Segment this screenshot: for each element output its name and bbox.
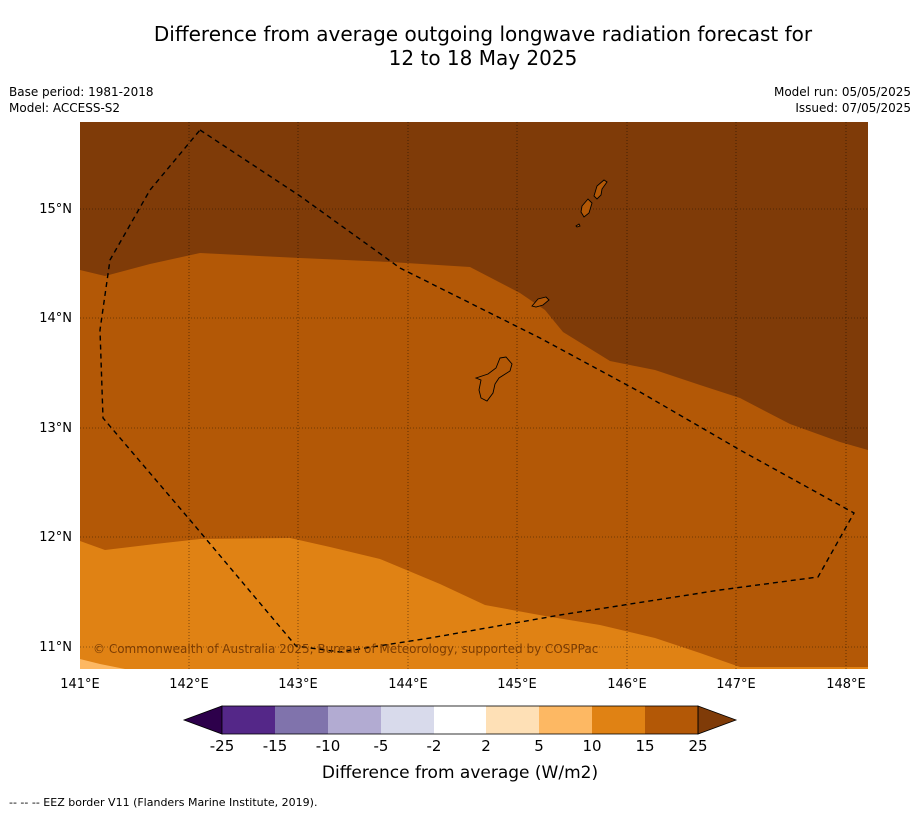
island-tinian (580, 198, 593, 218)
colorbar-title: Difference from average (W/m2) (322, 763, 598, 783)
colorbar-swatch-4 (381, 706, 434, 734)
gridlines (80, 122, 868, 669)
colorbar-swatch-1 (222, 706, 275, 734)
issued-date: Issued: 07/05/2025 (795, 101, 911, 115)
island-saipan (593, 179, 608, 200)
colorbar-swatch-5 (434, 706, 486, 734)
lon-tick-148e: 148°E (826, 677, 866, 692)
lat-tick-13n: 13°N (39, 421, 72, 436)
colorbar-low-extend (182, 705, 223, 735)
colorbar-outline (221, 705, 699, 735)
colorbar-label-10: 25 (688, 737, 707, 755)
lon-tick-144e: 144°E (388, 677, 428, 692)
colorbar-label-1: -25 (210, 737, 235, 755)
eez-border (99, 129, 855, 653)
band-5-10 (80, 659, 125, 669)
colorbar-label-7: 5 (534, 737, 544, 755)
colorbar-label-4: -5 (374, 737, 389, 755)
colorbar-swatch-9 (645, 706, 698, 734)
lat-tick-15n: 15°N (39, 202, 72, 217)
colorbar-swatch-7 (539, 706, 592, 734)
colorbar-label-2: -15 (263, 737, 288, 755)
base-period: Base period: 1981-2018 (9, 85, 154, 99)
model-name: Model: ACCESS-S2 (9, 101, 121, 115)
lon-tick-141e: 141°E (60, 677, 100, 692)
colorbar-swatch-8 (592, 706, 645, 734)
colorbar: -25 -15 -10 -5 -2 2 5 10 15 25 Differenc… (182, 705, 738, 783)
map-area: © Commonwealth of Australia 2025, Bureau… (80, 122, 868, 669)
island-aguijan (575, 223, 581, 228)
lon-tick-142e: 142°E (169, 677, 209, 692)
lon-tick-labels: 141°E 142°E 143°E 144°E 145°E 146°E 147°… (60, 677, 866, 692)
lat-tick-labels: 15°N 14°N 13°N 12°N 11°N (39, 202, 72, 655)
islands (474, 179, 608, 402)
island-rota (531, 296, 550, 308)
lon-tick-146e: 146°E (607, 677, 647, 692)
copyright-credit: © Commonwealth of Australia 2025, Bureau… (93, 642, 598, 656)
lat-tick-12n: 12°N (39, 530, 72, 545)
lon-tick-143e: 143°E (278, 677, 318, 692)
model-run: Model run: 05/05/2025 (773, 85, 911, 99)
lat-tick-14n: 14°N (39, 311, 72, 326)
band-10-15 (80, 538, 868, 669)
lat-tick-11n: 11°N (39, 640, 72, 655)
lon-tick-145e: 145°E (497, 677, 537, 692)
colorbar-label-5: -2 (427, 737, 442, 755)
eez-legend-note: -- -- -- EEZ border V11 (Flanders Marine… (9, 796, 318, 809)
colorbar-swatch-2 (275, 706, 328, 734)
lon-tick-147e: 147°E (716, 677, 756, 692)
island-guam (474, 356, 513, 402)
colorbar-swatch-6 (486, 706, 539, 734)
meta-left: Base period: 1981-2018 Model: ACCESS-S2 (9, 84, 154, 116)
title-line-2: 12 to 18 May 2025 (388, 46, 578, 70)
title-line-1: Difference from average outgoing longwav… (153, 22, 813, 46)
colorbar-label-3: -10 (316, 737, 341, 755)
colorbar-swatch-3 (328, 706, 381, 734)
meta-right: Model run: 05/05/2025 Issued: 07/05/2025 (774, 84, 911, 116)
colorbar-label-6: 2 (481, 737, 491, 755)
colorbar-high-extend (697, 705, 738, 735)
colorbar-label-9: 15 (635, 737, 654, 755)
colorbar-label-8: 10 (582, 737, 601, 755)
map-title: Difference from average outgoing longwav… (0, 22, 919, 70)
